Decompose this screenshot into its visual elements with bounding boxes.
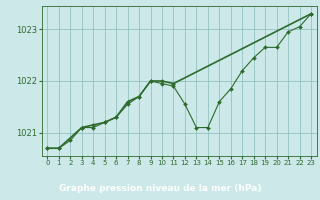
Text: Graphe pression niveau de la mer (hPa): Graphe pression niveau de la mer (hPa): [59, 184, 261, 193]
